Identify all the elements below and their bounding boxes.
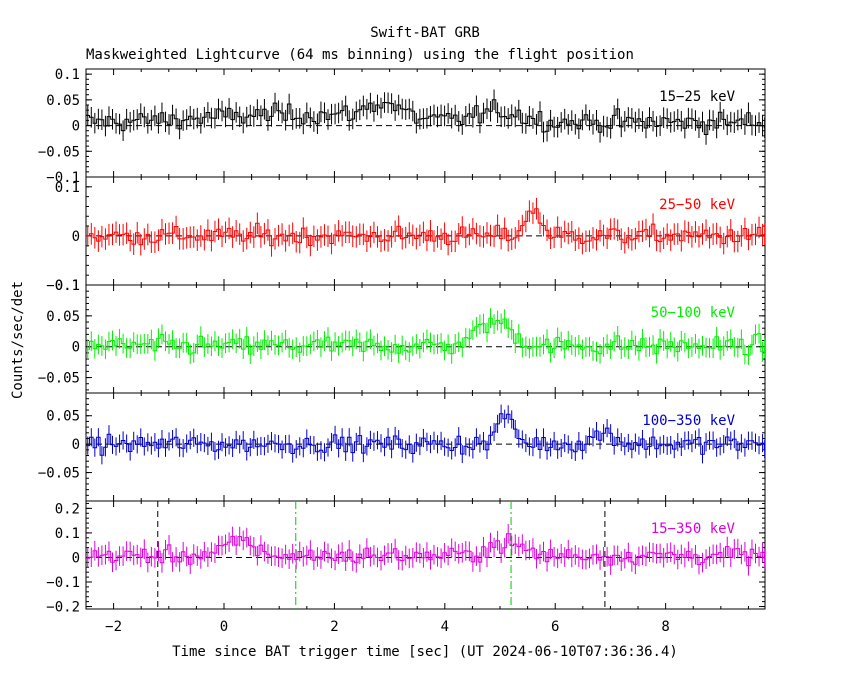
series-3-line: [86, 317, 765, 356]
band-label: 50−100 keV: [651, 305, 736, 321]
band-label: 15−350 keV: [651, 521, 736, 537]
band-label: 25−50 keV: [659, 197, 735, 213]
y-axis-label: Counts/sec/det: [10, 281, 26, 399]
y-tick-label: 0.05: [46, 93, 80, 109]
y-tick-label: 0.05: [46, 409, 80, 425]
panel-3: −0.05 0 0.05 0.1 50−100 keV: [38, 278, 766, 394]
series-1-line: [86, 99, 765, 135]
y-tick-label: 0: [72, 437, 80, 453]
y-tick-label: 0: [72, 119, 80, 135]
panel-1: −0.1 −0.05 0 0.05 0.1 15−25 keV: [38, 67, 766, 186]
y-tick-label: −0.2: [46, 600, 80, 616]
panel-5: −0.2 −0.1 0 0.1 0.2 15−350 keV: [46, 500, 766, 616]
x-tick-label: 6: [551, 619, 559, 635]
band-label: 15−25 keV: [659, 89, 735, 105]
x-tick-label: 0: [220, 619, 228, 635]
x-tick-label: 4: [441, 619, 449, 635]
y-tick-label: −0.05: [38, 371, 80, 387]
panel-4: −0.05 0 0.05 100−350 keV: [38, 392, 766, 502]
series-2-line: [86, 208, 765, 247]
y-tick-label: −0.05: [38, 466, 80, 482]
y-tick-label: 0.1: [55, 278, 80, 294]
chart-title: Swift-BAT GRB: [370, 25, 480, 41]
y-tick-label: 0.05: [46, 309, 80, 325]
x-tick-label: 2: [330, 619, 338, 635]
x-axis-label: Time since BAT trigger time [sec] (UT 20…: [172, 644, 678, 660]
x-tick-label: 8: [661, 619, 669, 635]
band-label: 100−350 keV: [642, 413, 735, 429]
y-tick-label: 0.1: [55, 67, 80, 83]
series-5-bins: [87, 523, 766, 576]
y-tick-label: −0.1: [46, 278, 80, 294]
x-tick-label: −2: [105, 619, 122, 635]
y-tick-label: 0: [72, 229, 80, 245]
y-tick-label: 0.1: [55, 526, 80, 542]
y-tick-label: −0.1: [46, 170, 80, 186]
y-tick-label: −0.1: [46, 575, 80, 591]
y-tick-label: −0.05: [38, 144, 80, 160]
panel-2: −0.1 0 0.1 25−50 keV: [46, 176, 766, 294]
series-4-line: [86, 413, 765, 456]
y-tick-label: 0.1: [55, 180, 80, 196]
series-5-line: [86, 533, 765, 567]
y-tick-label: 0.2: [55, 501, 80, 517]
y-tick-label: 0: [72, 340, 80, 356]
y-tick-label: 0: [72, 550, 80, 566]
chart-subtitle: Maskweighted Lightcurve (64 ms binning) …: [86, 47, 634, 63]
